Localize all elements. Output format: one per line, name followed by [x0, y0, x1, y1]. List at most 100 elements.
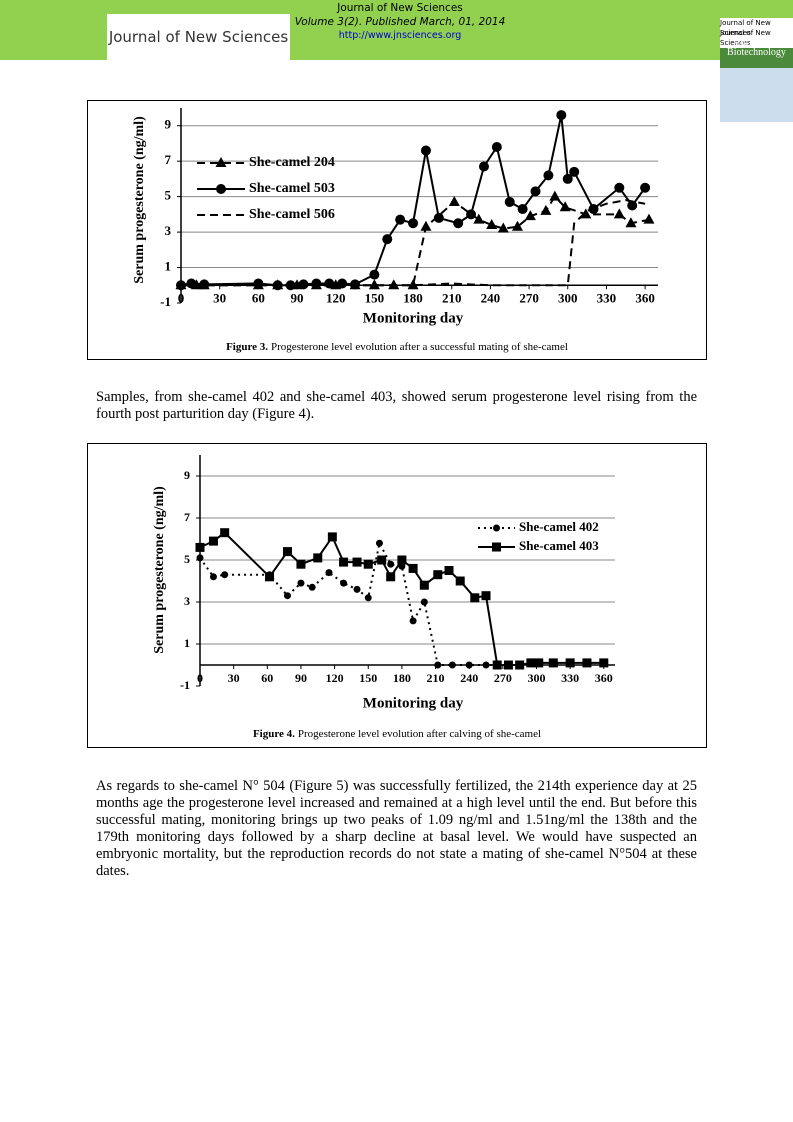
x-tick-label: 30 — [228, 671, 240, 685]
marker — [382, 234, 393, 245]
volume: Volume 3(2). Published March, 01, 2014 — [294, 16, 506, 28]
x-tick-label: 30 — [213, 290, 226, 305]
marker — [627, 200, 638, 211]
y-tick-label: 5 — [165, 188, 172, 203]
y-tick-label: -1 — [180, 678, 190, 692]
marker — [195, 542, 205, 552]
marker — [216, 184, 226, 194]
marker — [208, 536, 218, 546]
marker — [434, 661, 442, 669]
marker — [420, 598, 428, 606]
x-tick-label: 240 — [460, 671, 478, 685]
marker — [504, 196, 515, 207]
marker — [444, 566, 454, 575]
marker — [478, 161, 489, 172]
marker — [643, 213, 655, 224]
marker — [492, 660, 502, 670]
marker — [420, 220, 432, 231]
marker — [530, 186, 541, 197]
marker — [534, 658, 544, 668]
marker — [503, 660, 513, 670]
marker — [313, 553, 323, 563]
marker — [549, 190, 561, 201]
marker — [265, 572, 275, 582]
url: http://www.jnsciences.org — [338, 30, 462, 41]
caption-label: Figure 4. — [252, 728, 295, 740]
y-tick-label: 9 — [165, 117, 172, 132]
x-tick-label: 150 — [359, 671, 377, 685]
marker — [455, 576, 465, 586]
paragraph: Samples, from she-camel 402 and she-came… — [96, 389, 697, 422]
marker — [492, 542, 501, 552]
marker — [526, 658, 536, 668]
marker — [466, 209, 477, 220]
x-axis-label: Monitoring day — [363, 310, 464, 326]
marker — [470, 593, 480, 603]
x-tick-label: 330 — [561, 671, 579, 685]
marker — [473, 213, 485, 224]
marker — [220, 528, 230, 538]
chart: -113579030609012015018021024027030033036… — [132, 108, 658, 326]
y-tick-label: 7 — [165, 152, 172, 167]
marker — [386, 572, 396, 582]
x-tick-label: 360 — [635, 290, 655, 305]
marker — [340, 579, 348, 587]
marker — [408, 563, 418, 573]
marker — [481, 591, 491, 601]
x-axis-label: Monitoring day — [363, 695, 464, 711]
y-axis-label: Serum progesterone (ng/ml) — [152, 486, 167, 654]
x-tick-label: 270 — [494, 671, 512, 685]
x-tick-label: 90 — [291, 290, 304, 305]
y-tick-label: 5 — [184, 552, 190, 566]
marker — [511, 220, 523, 231]
marker — [419, 580, 429, 590]
marker — [387, 560, 395, 568]
y-tick-label: 3 — [184, 594, 190, 608]
y-tick-label: 1 — [184, 636, 190, 650]
marker — [640, 182, 651, 193]
side-logo-text: Biotechnology — [727, 47, 786, 58]
caption: Figure 4. Progesterone level evolution af… — [87, 728, 707, 740]
marker — [297, 579, 305, 587]
marker — [324, 278, 335, 289]
y-axis-label: Serum progesterone (ng/ml) — [132, 116, 147, 284]
marker — [559, 201, 571, 212]
logo-text: Journal of New Sciences — [108, 28, 289, 46]
marker — [311, 278, 322, 289]
marker — [582, 658, 592, 668]
marker — [353, 585, 361, 593]
caption-text: Progesterone level evolution after calvi… — [297, 728, 542, 740]
marker — [327, 532, 337, 542]
x-tick-label: 300 — [527, 671, 545, 685]
figure-frame — [87, 443, 707, 748]
marker — [369, 269, 380, 280]
x-tick-label: 150 — [365, 290, 385, 305]
marker — [408, 218, 419, 229]
marker — [388, 279, 400, 290]
x-tick-label: 180 — [393, 671, 411, 685]
marker — [614, 182, 625, 193]
x-tick-label: 360 — [595, 671, 613, 685]
marker — [493, 524, 500, 532]
journal-name: Journal of New Sciences — [337, 2, 463, 14]
marker — [556, 110, 567, 121]
marker — [363, 559, 373, 569]
x-tick-label: 90 — [295, 671, 307, 685]
marker — [409, 617, 417, 625]
y-tick-label: 9 — [184, 468, 190, 482]
side-logo: Journal of New Sciences Journal of New S… — [720, 18, 793, 122]
x-tick-label: 60 — [252, 290, 265, 305]
marker — [186, 278, 197, 289]
marker — [517, 204, 528, 215]
marker — [465, 661, 473, 669]
marker — [296, 559, 306, 569]
marker — [199, 279, 210, 290]
marker — [397, 555, 407, 565]
marker — [433, 212, 444, 223]
marker — [308, 583, 316, 591]
marker — [486, 219, 498, 229]
marker — [196, 554, 204, 562]
x-tick-label: 210 — [427, 671, 445, 685]
marker — [625, 217, 637, 228]
marker — [221, 571, 229, 579]
